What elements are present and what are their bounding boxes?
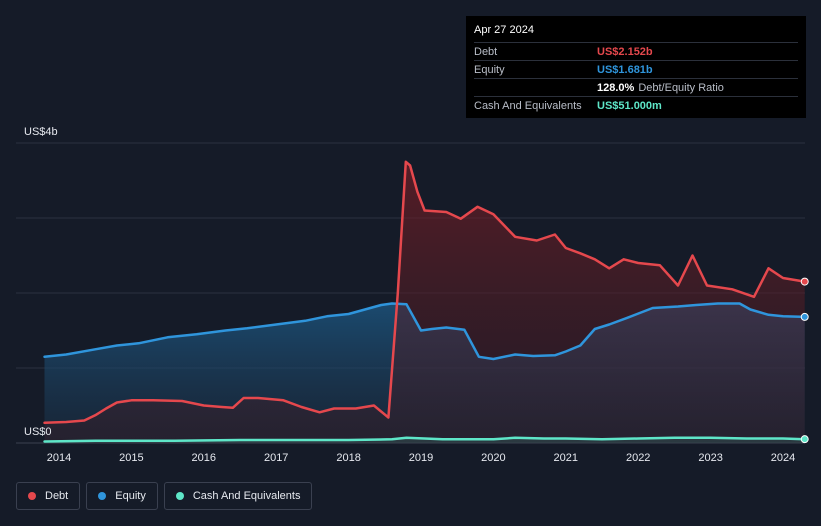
x-tick-label: 2016 [192, 452, 216, 464]
endpoint-equity [800, 312, 809, 321]
tooltip-value: US$2.152b [597, 45, 653, 58]
data-tooltip: Apr 27 2024 Debt US$2.152b Equity US$1.6… [466, 16, 806, 118]
tooltip-value: US$51.000m [597, 99, 662, 112]
legend-dot-icon [98, 492, 107, 500]
legend-dot-icon [175, 492, 184, 500]
x-tick-label: 2022 [626, 452, 650, 464]
tooltip-row-cash: Cash And Equivalents US$51.000m [474, 96, 798, 114]
x-tick-label: 2015 [119, 452, 143, 464]
x-tick-label: 2023 [698, 452, 722, 464]
legend-label: Cash And Equivalents [192, 490, 301, 502]
series-endpoints [800, 277, 809, 444]
tooltip-extra: Debt/Equity Ratio [638, 81, 724, 94]
legend-dot-icon [28, 492, 36, 500]
x-tick-label: 2020 [481, 452, 505, 464]
x-axis: 2014 2015 2016 2017 2018 2019 2020 2021 2022 2023… [47, 452, 795, 464]
x-tick-label: 2024 [771, 452, 795, 464]
line-debt [43, 160, 806, 425]
y-axis-zero-label: US$0 [24, 426, 52, 438]
y-axis-max-label: US$4b [24, 126, 58, 138]
legend-item-debt[interactable]: Debt [16, 482, 81, 510]
tooltip-label: Debt [474, 45, 498, 58]
x-tick-label: 2017 [264, 452, 288, 464]
line-equity [43, 302, 806, 361]
tooltip-date: Apr 27 2024 [474, 24, 534, 36]
chart-legend: Debt Equity Cash And Equivalents [16, 482, 313, 510]
endpoint-debt [800, 277, 809, 286]
legend-label: Debt [45, 490, 69, 502]
tooltip-row-equity: Equity US$1.681b [474, 60, 798, 78]
tooltip-row-debt: Debt US$2.152b [474, 42, 798, 60]
x-tick-label: 2021 [554, 452, 578, 464]
legend-item-cash[interactable]: Cash And Equivalents [163, 482, 313, 510]
legend-item-equity[interactable]: Equity [86, 482, 158, 510]
x-tick-label: 2018 [336, 452, 360, 464]
legend-label: Equity [115, 490, 146, 502]
line-cash-and-equivalents [43, 436, 806, 443]
tooltip-label: Equity [474, 63, 505, 76]
tooltip-label: Cash And Equivalents [474, 99, 582, 112]
tooltip-row-ratio: 128.0% Debt/Equity Ratio [474, 78, 798, 96]
x-tick-label: 2014 [47, 452, 71, 464]
tooltip-value: 128.0% [597, 81, 635, 94]
area-debt [44, 161, 805, 444]
series-lines [43, 160, 806, 443]
tooltip-value: US$1.681b [597, 63, 653, 76]
x-tick-label: 2019 [409, 452, 433, 464]
endpoint-cash-and-equivalents [800, 435, 809, 444]
